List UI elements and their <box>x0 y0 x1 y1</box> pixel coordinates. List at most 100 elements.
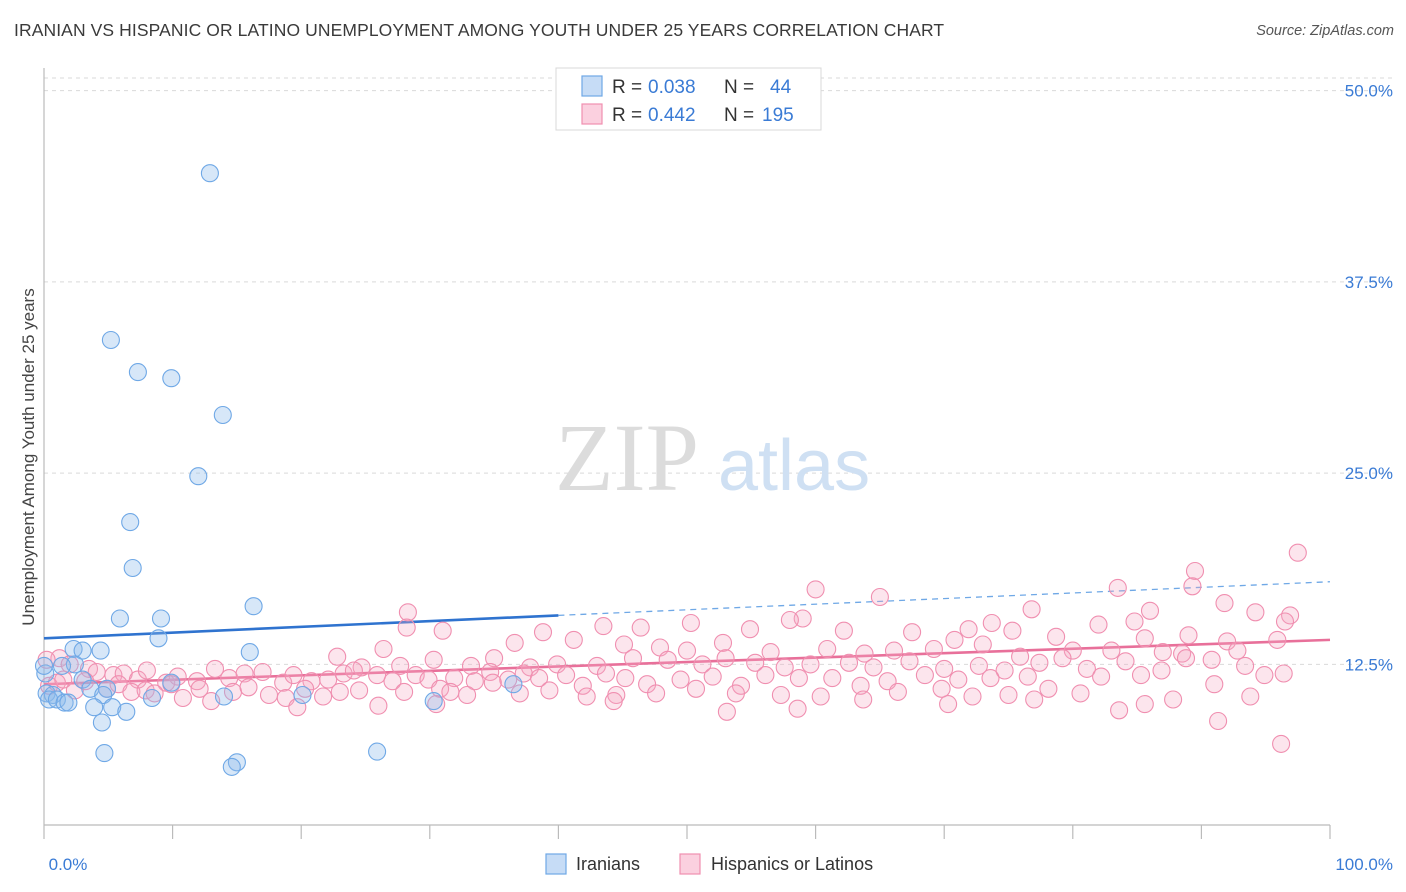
source-label: Source: ZipAtlas.com <box>1256 23 1394 39</box>
hispanics-point <box>1183 577 1202 596</box>
hispanics-point <box>775 658 794 677</box>
bottom-legend-label-iranians: Iranians <box>576 854 640 874</box>
hispanics-point <box>631 618 650 637</box>
iranians-point <box>162 673 181 692</box>
iranians-trend-extension <box>558 581 1331 617</box>
hispanics-point <box>1131 666 1151 685</box>
hispanics-point <box>686 679 706 698</box>
hispanics-point <box>505 633 524 652</box>
hispanics-point <box>573 676 592 695</box>
hispanics-point <box>1179 626 1198 645</box>
chart-title: IRANIAN VS HISPANIC OR LATINO UNEMPLOYME… <box>14 20 945 40</box>
hispanics-point <box>383 672 402 691</box>
hispanics-point <box>344 661 363 680</box>
hispanics-point <box>397 618 416 637</box>
hispanics-point <box>1272 734 1291 753</box>
hispanics-point <box>939 695 958 714</box>
y-tick-labels: 12.5% 25.0% 37.5% 50.0% <box>1345 82 1393 675</box>
hispanics-point <box>681 613 700 633</box>
hispanics-point <box>441 682 460 701</box>
iranians-point <box>149 629 168 648</box>
hispanics-point <box>945 630 964 649</box>
hispanics-point <box>616 669 635 688</box>
hispanics-point <box>949 670 968 689</box>
hispanics-point <box>884 641 904 660</box>
hispanics-point <box>1246 603 1265 622</box>
iranians-point <box>52 656 72 675</box>
hispanics-point <box>995 661 1014 680</box>
watermark: ZIP atlas <box>555 404 870 511</box>
hispanics-point <box>806 580 825 599</box>
hispanics-point <box>1092 667 1111 686</box>
iranians-point <box>244 597 263 616</box>
hispanics-point <box>1281 606 1300 625</box>
hispanics-point <box>1022 600 1041 619</box>
hispanics-point <box>1108 578 1127 597</box>
hispanics-point <box>677 641 697 660</box>
iranians-point <box>121 513 140 532</box>
hispanics-point <box>540 681 559 700</box>
bottom-legend: Iranians Hispanics or Latinos <box>545 853 873 875</box>
iranians-point <box>85 698 104 717</box>
legend-swatch-iranians <box>581 75 603 97</box>
iranians-point <box>59 693 78 712</box>
legend-r-label-1: R = <box>612 77 642 98</box>
hispanics-point <box>647 684 666 703</box>
hispanics-point <box>834 621 853 640</box>
hispanics-point <box>1218 632 1237 651</box>
hispanics-point <box>314 687 333 706</box>
hispanics-point <box>465 672 484 691</box>
hispanics-point <box>274 673 293 692</box>
hispanics-point <box>924 639 943 659</box>
legend-box: R = 0.038 N = 44 R = 0.442 N = 195 <box>555 67 822 131</box>
hispanics-point <box>596 664 616 683</box>
hispanics-point <box>374 639 393 659</box>
legend-n-value-2: 195 <box>762 105 794 126</box>
hispanics-point <box>458 685 477 705</box>
hispanics-point <box>1228 641 1247 660</box>
watermark-atlas: atlas <box>718 426 870 506</box>
iranians-point <box>73 641 92 660</box>
bottom-legend-label-hispanics: Hispanics or Latinos <box>711 854 873 874</box>
hispanics-point <box>461 656 481 675</box>
hispanics-point <box>190 679 209 698</box>
y-axis-label: Unemployment Among Youth under 25 years <box>19 288 38 625</box>
hispanics-point <box>1039 679 1058 698</box>
hispanics-point <box>54 670 73 689</box>
iranians-point <box>293 685 312 705</box>
iranians-point <box>213 405 232 425</box>
hispanics-point <box>740 620 760 639</box>
hispanics-point <box>122 682 141 701</box>
hispanics-point <box>1135 695 1154 714</box>
hispanics-point <box>915 666 934 685</box>
hispanics-point <box>530 669 549 688</box>
iranians-point <box>189 467 208 486</box>
hispanics-point <box>1140 601 1160 620</box>
hispanics-point <box>855 644 874 663</box>
hispanics-point <box>713 633 733 652</box>
hispanics-point <box>483 673 502 692</box>
hispanics-point <box>903 623 922 642</box>
hispanics-point <box>319 670 338 689</box>
hispanics-point <box>1255 666 1274 685</box>
hispanics-point <box>1274 664 1293 683</box>
y-tick-label: 25.0% <box>1345 464 1393 483</box>
hispanics-point <box>334 664 353 683</box>
hispanics-point <box>1164 690 1183 709</box>
hispanics-point <box>604 692 623 711</box>
hispanics-point <box>823 669 842 688</box>
hispanics-point <box>703 667 722 686</box>
iranians-point <box>214 687 234 706</box>
y-tick-label: 12.5% <box>1345 655 1393 674</box>
hispanics-point <box>811 687 830 706</box>
iranians-point <box>92 713 111 732</box>
iranians-point <box>101 330 120 350</box>
hispanics-point <box>60 655 79 674</box>
hispanics-point <box>1063 641 1082 660</box>
hispanics-point <box>427 695 446 714</box>
iranians-point <box>34 656 54 675</box>
hispanics-point <box>1135 629 1154 648</box>
iranians-point <box>162 369 181 388</box>
hispanics-point <box>328 647 347 666</box>
